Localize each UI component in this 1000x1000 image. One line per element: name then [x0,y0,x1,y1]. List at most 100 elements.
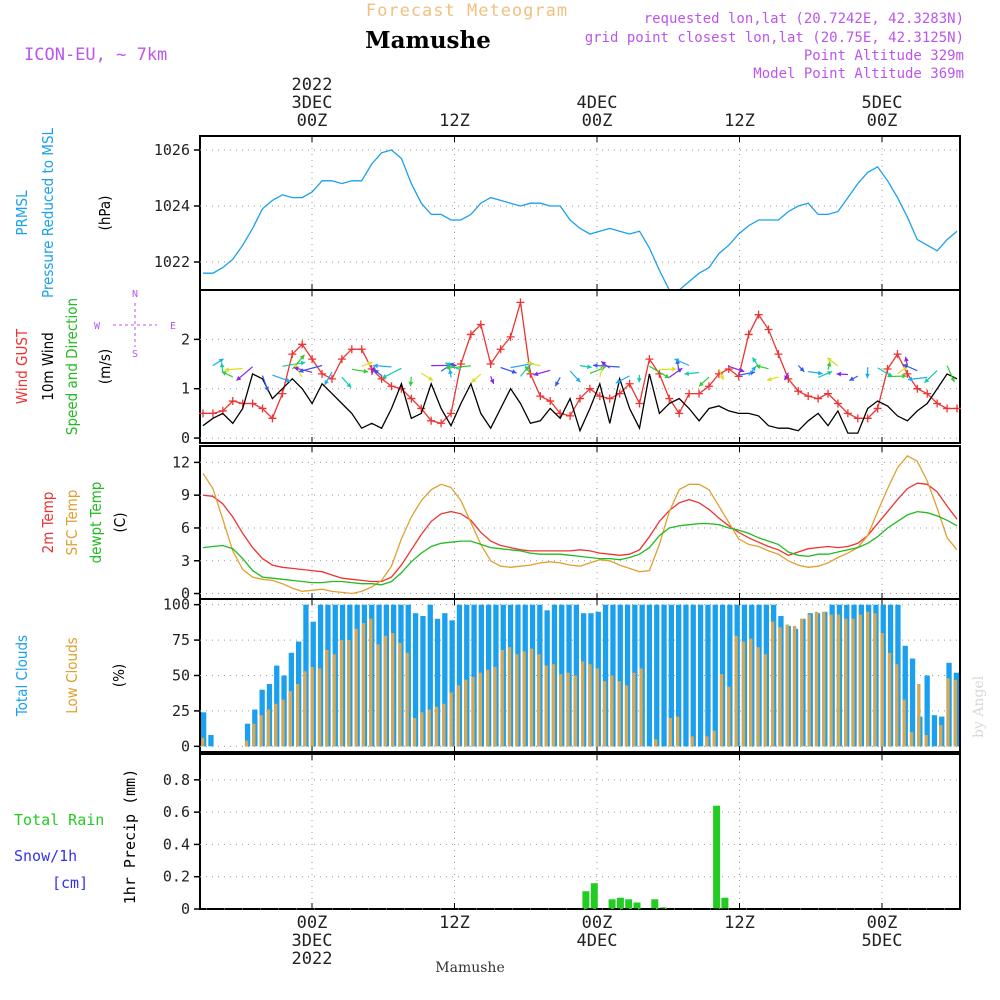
bar-total_clouds [602,604,609,747]
gust-marker [605,394,614,403]
bar-low_clouds [566,672,570,747]
bar-low_clouds [529,648,534,747]
gust-marker [427,416,436,425]
bar-low_clouds [880,633,884,747]
bar-total_clouds [668,604,674,747]
bar-low_clouds [602,681,607,747]
gust-marker [199,409,207,418]
compass-west: W [94,321,101,332]
bar-low_clouds [829,614,833,747]
y-tick-label: 12 [172,453,190,471]
wind-arrow-head [298,368,304,373]
gust-marker [903,369,912,378]
wind-arrow-head [363,368,369,374]
wind-arrow-head [755,364,761,370]
bar-low_clouds [427,709,431,747]
gust-marker [347,345,356,354]
wind-arrow-head [907,376,913,382]
bar-low_clouds [515,654,519,747]
gust-marker [833,399,842,408]
bar-low_clouds [668,718,672,747]
bar-rain [721,897,729,909]
precip-axis-label: 1hr Precip (mm) [121,769,139,904]
panel-label: PRMSL [13,190,31,236]
top-axis-label: 4DEC [577,93,618,113]
footer-location: Mamushe [435,960,504,976]
wind-arrow-head [766,376,772,382]
bar-rain [659,907,667,909]
gust-marker [536,392,545,401]
gust-marker [407,394,416,403]
wind-arrow-head [374,369,379,375]
bar-low_clouds [471,676,475,747]
gust-marker [318,369,327,378]
bar-low_clouds [588,664,592,747]
bar-low_clouds [201,737,205,747]
bar-low_clouds [778,627,782,747]
bar-low_clouds [449,692,453,747]
bar-rain [651,899,659,909]
panel-label: Speed and Direction [63,298,81,435]
wind-arrow-head [445,365,451,371]
gust-marker [238,399,247,408]
wind-arrow-head [293,366,299,372]
gust-marker [685,389,694,398]
bar-low_clouds [756,647,760,747]
panel-label: 2m Temp [39,492,57,554]
gust-marker [635,399,644,408]
bar-low_clouds [405,652,409,747]
wind-arrow-head [950,377,955,383]
bar-low_clouds [807,614,811,747]
gust-marker [933,399,942,408]
gust-marker [863,414,872,423]
gust-marker [794,387,803,396]
wind-arrow-head [219,362,225,368]
gust-marker [476,320,485,329]
point-altitude: Point Altitude 329m [804,48,964,64]
gust-marker [496,345,505,354]
bar-low_clouds [581,661,585,747]
bar-total_clouds [712,604,718,747]
wind-arrow-head [373,363,378,369]
bar-low_clouds [442,703,446,747]
gust-marker [695,389,704,398]
bottom-axis-label: 3DEC [292,931,333,951]
wind-arrow-head [300,360,306,366]
bar-total_clouds [690,604,696,747]
wind-arrow-head [636,377,642,383]
gust-marker [893,350,902,359]
wind-arrow-head [699,381,704,387]
bar-rain [713,805,721,909]
wind-arrow-head [903,366,908,371]
gust-marker [268,414,277,423]
gust-marker [357,345,366,354]
bar-low_clouds [493,667,497,747]
gust-marker [278,389,287,398]
y-tick-label: 25 [172,702,190,720]
bar-low_clouds [858,614,862,747]
gust-marker [675,409,684,418]
gust-marker [953,404,961,413]
wind-arrow-head [575,377,581,383]
gust-marker [228,397,237,406]
bar-low_clouds [522,651,526,747]
panel-frame [199,753,961,910]
bar-total_clouds [646,604,653,747]
panel-label: SFC Temp [63,490,81,556]
wind-arrow-head [719,375,724,381]
wind-arrow-head [285,377,291,383]
compass-north: N [132,289,138,300]
bar-total_clouds [676,604,682,747]
gust-marker [337,355,346,364]
bar-low_clouds [712,730,716,747]
bar-low_clouds [749,638,753,747]
y-tick-label: 0 [181,737,190,755]
bar-low_clouds [500,650,504,747]
gust-marker [585,384,594,393]
bar-low_clouds [632,672,636,747]
bar-low_clouds [924,735,928,747]
bar-total_clouds [727,604,733,747]
bar-low_clouds [953,679,957,747]
bar-low_clouds [939,725,943,747]
bar-low_clouds [412,718,417,747]
